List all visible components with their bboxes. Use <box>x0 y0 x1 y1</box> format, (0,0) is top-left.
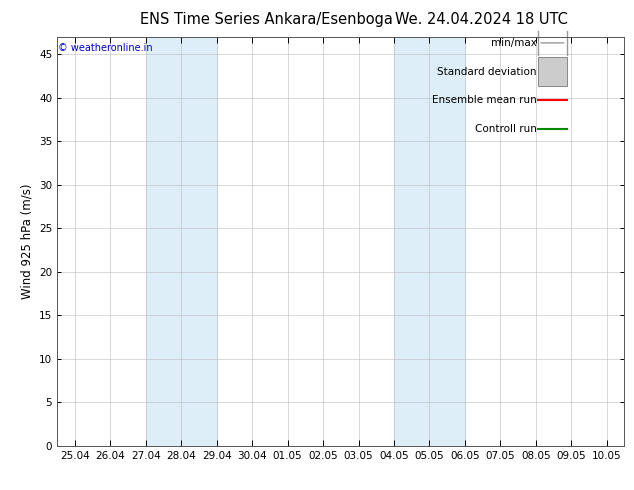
Text: Ensemble mean run: Ensemble mean run <box>432 95 536 105</box>
Text: ENS Time Series Ankara/Esenboga: ENS Time Series Ankara/Esenboga <box>140 12 392 27</box>
Text: min/max: min/max <box>491 38 536 48</box>
Text: Standard deviation: Standard deviation <box>437 67 536 76</box>
Text: © weatheronline.in: © weatheronline.in <box>58 43 153 53</box>
Bar <box>538 57 567 86</box>
Text: Controll run: Controll run <box>475 124 536 134</box>
Bar <box>394 37 465 446</box>
Text: We. 24.04.2024 18 UTC: We. 24.04.2024 18 UTC <box>396 12 568 27</box>
Bar <box>146 37 217 446</box>
Y-axis label: Wind 925 hPa (m/s): Wind 925 hPa (m/s) <box>20 184 34 299</box>
